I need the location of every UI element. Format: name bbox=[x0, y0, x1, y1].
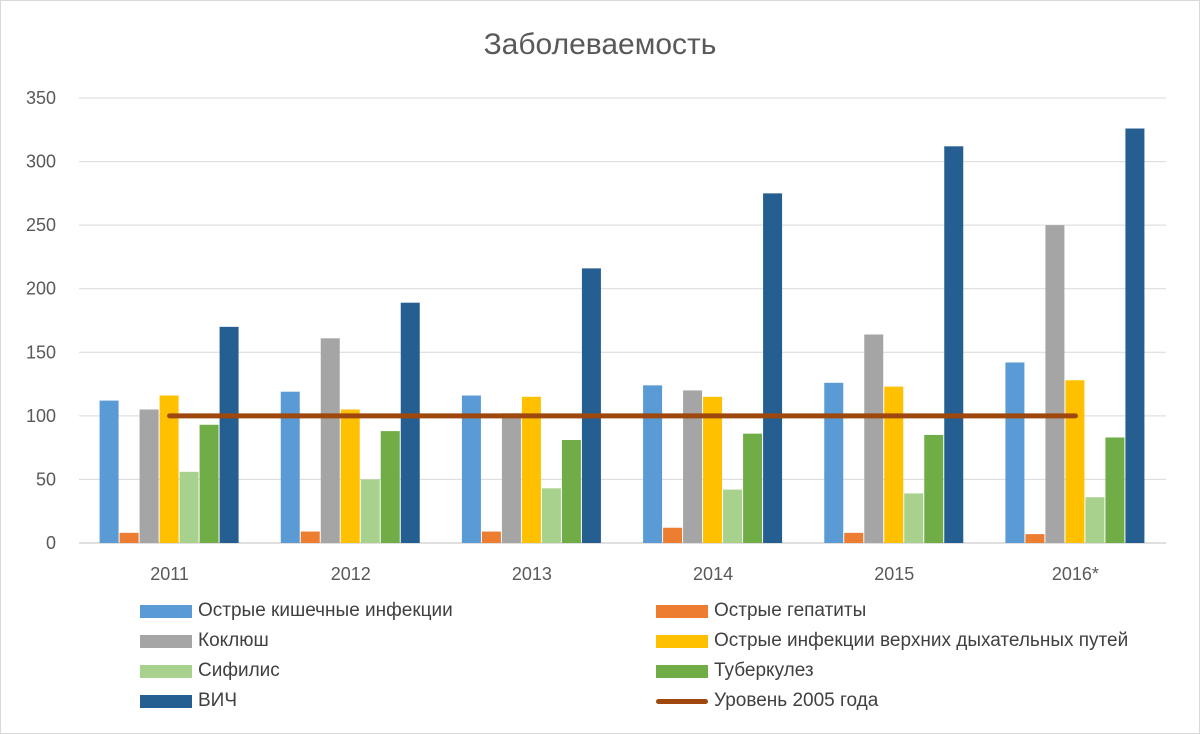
bar-series-2-2014 bbox=[683, 390, 703, 543]
y-tick-label: 100 bbox=[26, 406, 56, 426]
legend-item-tuberculosis: Туберкулез bbox=[656, 658, 814, 684]
bar-series-2-2015 bbox=[864, 334, 884, 543]
legend-item-upper-respiratory: Острые инфекции верхних дыхательных путе… bbox=[656, 628, 1128, 654]
legend-label: Острые гепатиты bbox=[714, 600, 867, 621]
legend-label: Острые инфекции верхних дыхательных путе… bbox=[714, 630, 1129, 651]
bar-series-3-2011 bbox=[159, 395, 179, 543]
bar-series-0-2014 bbox=[643, 385, 663, 543]
bar-series-0-2015 bbox=[824, 382, 844, 543]
bar-series-3-2015 bbox=[884, 386, 904, 543]
bar-series-2-2012 bbox=[320, 338, 340, 543]
bar-series-2-2016* bbox=[1045, 225, 1065, 543]
bar-series-1-2011 bbox=[119, 532, 139, 543]
chart-title: Заболеваемость bbox=[483, 28, 717, 61]
bar-series-6-2013 bbox=[581, 268, 601, 543]
bar-series-1-2015 bbox=[844, 532, 864, 543]
bar-series-0-2011 bbox=[99, 400, 119, 543]
legend-label: Сифилис bbox=[198, 660, 280, 681]
x-tick-label: 2015 bbox=[874, 564, 914, 584]
bar-series-4-2016* bbox=[1085, 497, 1105, 543]
bar-series-6-2011 bbox=[219, 326, 239, 543]
legend-swatch bbox=[140, 664, 192, 678]
bar-series-5-2012 bbox=[380, 431, 400, 543]
bar-series-0-2016* bbox=[1005, 362, 1025, 543]
y-tick-label: 150 bbox=[26, 342, 56, 362]
y-tick-label: 250 bbox=[26, 215, 56, 235]
legend-line-swatch bbox=[656, 698, 708, 704]
x-tick-label: 2013 bbox=[512, 564, 552, 584]
bar-series-4-2014 bbox=[723, 489, 743, 543]
bar-series-5-2015 bbox=[924, 434, 944, 543]
legend-item-pertussis: Коклюш bbox=[140, 628, 269, 654]
legend-item-acute-intestinal: Острые кишечные инфекции bbox=[140, 598, 453, 624]
x-tick-label: 2014 bbox=[693, 564, 733, 584]
legend-item-acute-hepatitis: Острые гепатиты bbox=[656, 598, 866, 624]
bar-series-4-2011 bbox=[179, 471, 199, 543]
legend-swatch bbox=[656, 664, 708, 678]
legend-swatch bbox=[656, 634, 708, 648]
legend-swatch bbox=[140, 604, 192, 618]
legend-item-hiv: ВИЧ bbox=[140, 688, 237, 714]
legend-item-syphilis: Сифилис bbox=[140, 658, 280, 684]
bar-series-0-2012 bbox=[280, 391, 300, 543]
legend-label: Туберкулез bbox=[714, 660, 814, 681]
x-tick-label: 2012 bbox=[331, 564, 371, 584]
legend-swatch bbox=[140, 634, 192, 648]
bar-series-1-2012 bbox=[300, 531, 320, 543]
bar-series-5-2013 bbox=[561, 440, 581, 543]
bar-series-4-2013 bbox=[541, 488, 561, 543]
legend-label: Коклюш bbox=[198, 630, 269, 651]
bar-series-1-2013 bbox=[481, 531, 501, 543]
bar-series-6-2016* bbox=[1125, 128, 1145, 543]
bar-series-0-2013 bbox=[461, 395, 481, 543]
legend-swatch bbox=[656, 604, 708, 618]
bar-series-6-2012 bbox=[400, 302, 420, 543]
bar-series-2-2011 bbox=[139, 409, 159, 543]
legend-swatch bbox=[140, 694, 192, 708]
x-tick-label: 2011 bbox=[150, 564, 189, 584]
bar-series-2-2013 bbox=[501, 413, 521, 543]
legend-label: ВИЧ bbox=[198, 690, 237, 711]
bar-series-4-2012 bbox=[360, 479, 380, 543]
bar-series-4-2015 bbox=[904, 493, 924, 543]
legend-label: Уровень 2005 года bbox=[714, 690, 879, 711]
y-tick-label: 350 bbox=[26, 88, 56, 108]
bar-series-1-2016* bbox=[1025, 534, 1045, 543]
legend-label: Острые кишечные инфекции bbox=[198, 600, 453, 621]
bar-series-3-2016* bbox=[1065, 380, 1085, 543]
bar-series-3-2014 bbox=[703, 396, 723, 543]
legend-item-level-2005: Уровень 2005 года bbox=[656, 688, 878, 714]
bar-series-1-2014 bbox=[663, 527, 683, 543]
bar-series-3-2012 bbox=[340, 409, 360, 543]
x-tick-label: 2016* bbox=[1052, 564, 1099, 584]
y-tick-label: 200 bbox=[26, 279, 56, 299]
y-tick-label: 50 bbox=[36, 469, 56, 489]
bar-series-5-2014 bbox=[743, 433, 763, 543]
y-tick-label: 0 bbox=[46, 533, 56, 553]
bar-series-5-2016* bbox=[1105, 437, 1125, 543]
bar-series-3-2013 bbox=[521, 396, 541, 543]
bar-series-6-2014 bbox=[763, 193, 783, 543]
bar-series-6-2015 bbox=[944, 146, 964, 544]
bar-series-5-2011 bbox=[199, 424, 219, 543]
y-tick-label: 300 bbox=[26, 152, 56, 172]
